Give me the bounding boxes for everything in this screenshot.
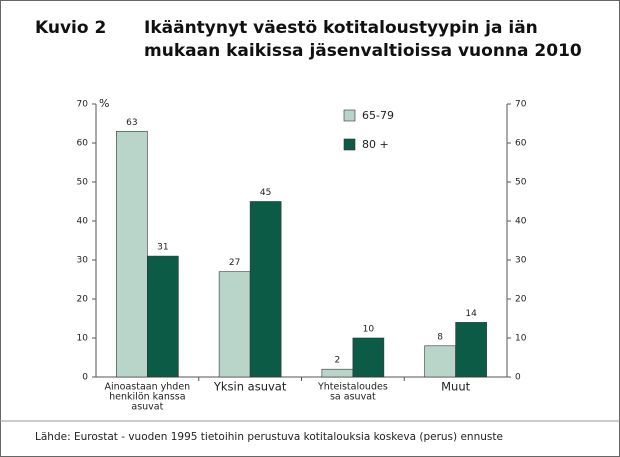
y-tick-label: 50: [77, 178, 89, 188]
chart-title: mukaan kaikissa jäsenvaltioissa vuonna 2…: [144, 41, 582, 61]
bar: [321, 368, 354, 378]
y-tick-label: 70: [77, 100, 89, 110]
chart-title: Ikääntynyt väestö kotitaloustyypin ja iä…: [144, 18, 538, 38]
legend-label: 65-79: [362, 109, 394, 122]
x-tick-label: Yksin asuvat: [213, 380, 287, 394]
y2-tick-label: 70: [515, 100, 527, 110]
value-label: 2: [335, 356, 341, 366]
figure-label: Kuvio 2: [35, 18, 106, 38]
y-tick-label: 10: [77, 334, 89, 344]
x-tick-label: Ainoastaan yhden: [105, 382, 191, 393]
value-label: 8: [437, 332, 443, 342]
x-tick-label: asuvat: [131, 402, 163, 413]
y-unit: %: [99, 97, 109, 110]
x-tick-label: Muut: [441, 380, 470, 394]
y2-tick-label: 60: [515, 139, 527, 149]
bar: [147, 255, 179, 378]
y2-tick-label: 50: [515, 178, 527, 188]
value-label: 27: [229, 258, 240, 268]
source: Lähde: Eurostat - vuoden 1995 tietoihin …: [35, 431, 503, 443]
value-label: 14: [465, 309, 477, 319]
bar: [218, 271, 251, 378]
y-tick-label: 40: [77, 217, 89, 227]
legend-swatch: [343, 109, 356, 122]
value-label: 10: [363, 325, 375, 335]
y2-tick-label: 20: [515, 295, 527, 305]
y2-tick-label: 40: [515, 217, 527, 227]
x-tick-label: Yhteistaloudes: [317, 382, 388, 393]
value-label: 45: [260, 188, 271, 198]
y-tick-label: 20: [77, 295, 89, 305]
bar: [424, 345, 456, 378]
bar: [455, 322, 487, 378]
y-tick-label: 30: [77, 256, 89, 266]
bar: [352, 337, 385, 378]
legend-swatch: [343, 138, 356, 151]
x-tick-label: sa asuvat: [330, 392, 376, 403]
bar: [116, 131, 148, 378]
value-label: 63: [126, 118, 137, 128]
y-tick-label: 60: [77, 139, 89, 149]
y2-tick-label: 10: [515, 334, 527, 344]
x-tick-label: henkilön kanssa: [109, 392, 185, 403]
y2-tick-label: 0: [515, 373, 521, 383]
y2-tick-label: 30: [515, 256, 527, 266]
bar: [249, 201, 282, 378]
y-tick-label: 0: [82, 373, 88, 383]
legend-label: 80 +: [362, 138, 389, 151]
value-label: 31: [157, 243, 168, 253]
